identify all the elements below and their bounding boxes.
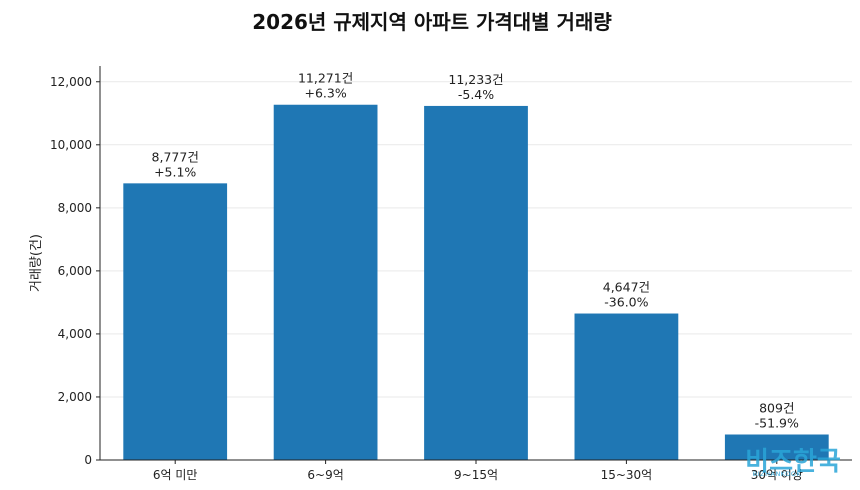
bar	[574, 313, 679, 460]
x-tick-labels: 6억 미만 6~9억 9~15억 15~30억 30억 이상	[153, 460, 803, 482]
value-label: 4,647건	[603, 280, 650, 295]
x-tick-label: 30억 이상	[751, 468, 803, 482]
x-tick-label: 15~30억	[601, 468, 653, 482]
change-label: -5.4%	[458, 87, 494, 102]
y-tick-label: 6,000	[58, 264, 92, 278]
watermark-subtext: BIZHANKOOK	[753, 470, 802, 478]
value-label: 11,233건	[448, 72, 503, 87]
y-tick-label: 4,000	[58, 327, 92, 341]
bar	[724, 434, 829, 460]
y-tick-label: 10,000	[50, 138, 92, 152]
x-tick-label: 6~9억	[307, 468, 343, 482]
change-label: +6.3%	[304, 86, 346, 101]
y-axis-label: 거래량(건)	[29, 234, 44, 292]
y-tick-label: 8,000	[58, 201, 92, 215]
y-tick-label: 2,000	[58, 390, 92, 404]
watermark-logo: 비즈한국 BIZHANKOOK	[745, 447, 841, 478]
value-label: 809건	[759, 401, 794, 416]
watermark-text: 비즈한국	[745, 447, 841, 477]
x-tick-label: 9~15억	[454, 468, 498, 482]
x-tick-label: 6억 미만	[153, 468, 198, 482]
bar	[424, 105, 528, 460]
bar	[273, 104, 378, 460]
data-labels: 8,777건+5.1% 11,271건+6.3% 11,233건-5.4% 4,647…	[152, 71, 799, 431]
change-label: +5.1%	[154, 164, 196, 179]
value-label: 11,271건	[298, 71, 353, 86]
y-tick-labels: 0 2,000 4,000 6,000 8,000 10,000 12,000	[50, 75, 100, 467]
y-tick-label: 0	[84, 453, 92, 467]
chart-title: 2026년 규제지역 아파트 가격대별 거래량	[252, 10, 612, 34]
y-tick-label: 12,000	[50, 75, 92, 89]
bars	[123, 104, 829, 461]
change-label: -51.9%	[755, 416, 799, 431]
bar	[123, 183, 228, 461]
change-label: -36.0%	[604, 295, 648, 310]
value-label: 8,777건	[152, 149, 199, 164]
